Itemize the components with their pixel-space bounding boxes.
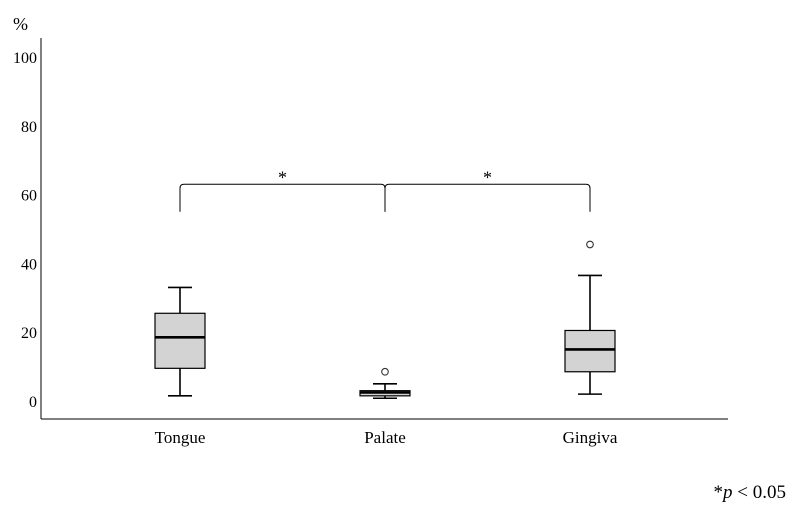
footnote-star: * [713, 482, 724, 503]
box-iqr [564, 329, 616, 373]
x-tick-label-gingiva: Gingiva [563, 428, 618, 447]
box-tongue [154, 286, 206, 397]
box-gingiva [564, 240, 616, 395]
significance-brackets: * * [179, 167, 591, 212]
significance-bracket-1: * [179, 167, 386, 212]
significance-footnote: *p < 0.05 [714, 482, 786, 504]
boxes [154, 240, 616, 400]
footnote-p: p [723, 482, 733, 503]
y-tick-label: 0 [29, 394, 37, 411]
x-tick-label-palate: Palate [364, 428, 406, 447]
x-tick-labels: Tongue Palate Gingiva [155, 428, 618, 447]
x-tick-label-tongue: Tongue [155, 428, 206, 447]
y-axis-unit-label: % [13, 14, 28, 34]
box-iqr [154, 312, 206, 369]
bracket-line [384, 183, 591, 212]
significance-star: * [483, 167, 492, 187]
bracket-line [179, 183, 386, 212]
y-tick-label: 20 [21, 325, 37, 342]
box-palate [359, 367, 411, 400]
significance-star: * [278, 167, 287, 187]
significance-bracket-2: * [384, 167, 591, 212]
y-tick-label: 80 [21, 119, 37, 136]
outlier-point [586, 240, 594, 249]
y-tick-labels: 0 20 40 60 80 100 [13, 50, 37, 411]
outlier-point [381, 367, 389, 376]
y-tick-label: 60 [21, 188, 37, 205]
y-tick-label: 40 [21, 256, 37, 273]
y-tick-label: 100 [13, 50, 37, 67]
footnote-threshold: < 0.05 [732, 482, 786, 503]
